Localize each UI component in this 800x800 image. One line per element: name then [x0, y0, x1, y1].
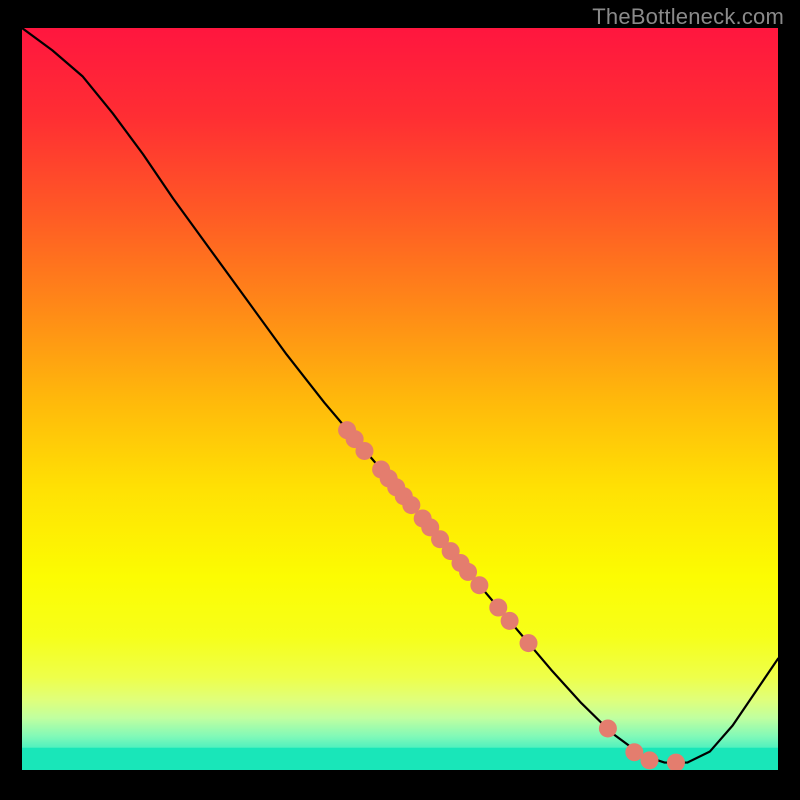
data-marker: [470, 576, 488, 594]
data-marker: [625, 743, 643, 761]
data-marker: [520, 634, 538, 652]
data-marker: [640, 751, 658, 769]
plot-svg: [22, 28, 778, 770]
data-marker: [501, 612, 519, 630]
chart-frame: TheBottleneck.com: [0, 0, 800, 800]
green-band: [22, 748, 778, 770]
data-marker: [355, 442, 373, 460]
watermark-text: TheBottleneck.com: [592, 4, 784, 30]
plot-area: [22, 28, 778, 770]
data-marker: [599, 719, 617, 737]
gradient-background: [22, 28, 778, 770]
